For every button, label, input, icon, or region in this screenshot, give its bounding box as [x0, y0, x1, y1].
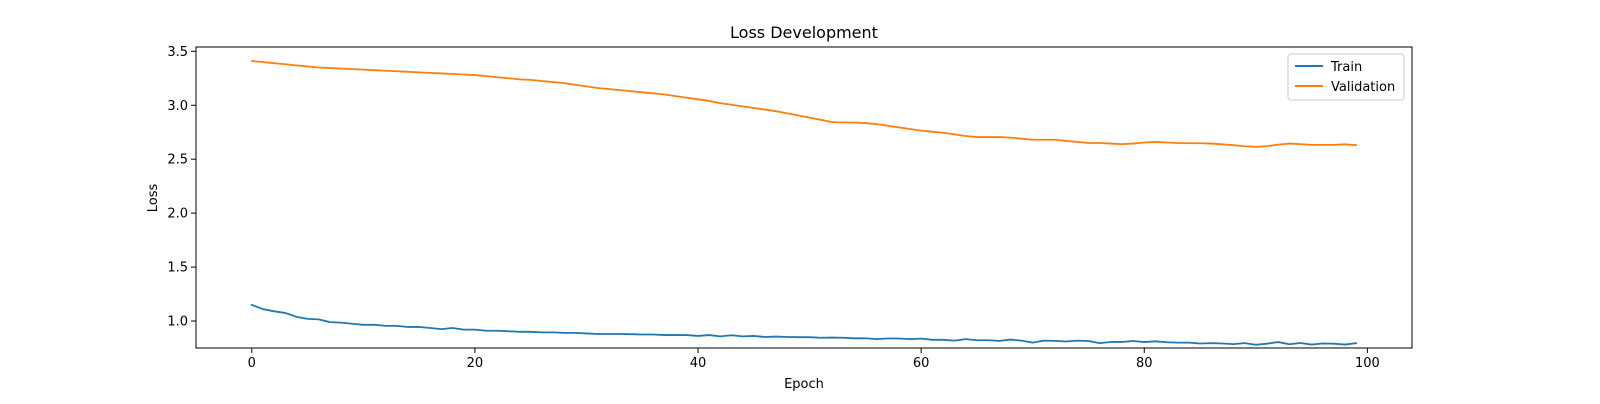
x-tick-label: 100	[1355, 356, 1380, 371]
y-tick-label: 1.5	[167, 261, 188, 276]
x-axis-ticks: 0 20 40 60 80 100	[248, 348, 1380, 371]
y-tick-label: 3.5	[167, 45, 188, 60]
x-tick-label: 0	[248, 356, 256, 371]
y-tick-label: 2.5	[167, 153, 188, 168]
legend-train-label: Train	[1330, 60, 1362, 75]
x-tick-label: 60	[913, 356, 930, 371]
axes-frame	[195, 46, 1413, 349]
legend-validation-label: Validation	[1331, 80, 1395, 95]
x-axis-label: Epoch	[784, 377, 824, 392]
x-tick-label: 40	[690, 356, 707, 371]
y-axis-label: Loss	[146, 184, 161, 213]
y-tick-label: 3.0	[167, 99, 188, 114]
series-line-train	[250, 303, 1358, 346]
y-axis-ticks: 1.0 1.5 2.0 2.5 3.0 3.5	[167, 45, 196, 330]
series-line-validation	[250, 60, 1358, 148]
y-tick-label: 2.0	[167, 207, 188, 222]
legend: Train Validation	[1287, 53, 1405, 101]
series-layer	[250, 60, 1358, 346]
chart-title: Loss Development	[730, 23, 878, 42]
plot-area	[196, 47, 1412, 348]
y-tick-label: 1.0	[167, 315, 188, 330]
x-tick-label: 20	[467, 356, 484, 371]
x-tick-label: 80	[1136, 356, 1153, 371]
